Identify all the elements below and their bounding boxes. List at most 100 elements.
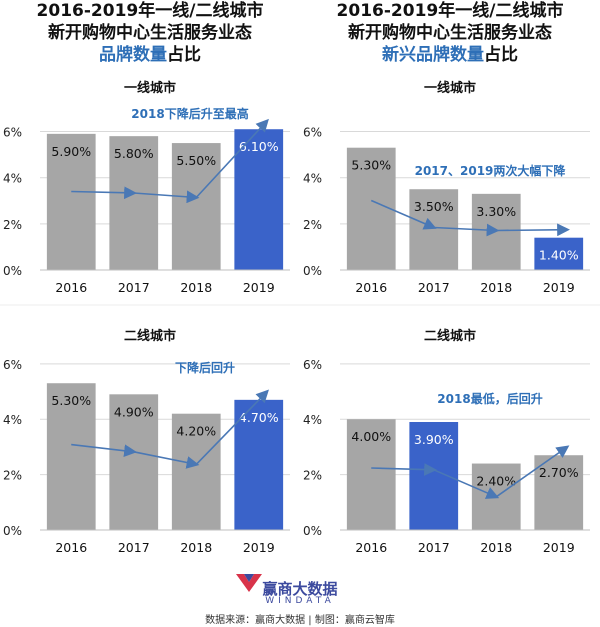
data-label: 3.30% (476, 204, 516, 219)
x-tick-label: 2017 (118, 280, 150, 295)
x-tick-label: 2018 (180, 540, 212, 555)
data-label: 4.00% (351, 429, 391, 444)
bar-2016 (46, 133, 96, 270)
header-left-line1: 2016-2019年一线/二线城市 (36, 1, 264, 21)
bar-2017 (109, 394, 159, 530)
bar-2018 (171, 413, 221, 530)
x-tick-label: 2016 (355, 280, 387, 295)
trend-arrow (433, 223, 500, 237)
data-label: 5.90% (51, 144, 91, 159)
y-tick-label: 2% (303, 218, 322, 232)
data-label: 3.90% (414, 432, 454, 447)
data-label: 5.50% (176, 153, 216, 168)
y-tick-label: 2% (3, 469, 22, 483)
trend-arrow (133, 451, 200, 469)
data-label: 5.80% (114, 146, 154, 161)
bar-2016 (346, 147, 396, 270)
y-tick-label: 4% (3, 413, 22, 427)
chart-panel-4: 二线城市 0% 2% 4% 6% 4.00% 2016 3.90% 2017 2.40% 2018 2… (303, 328, 590, 555)
chart-panel-3: 二线城市 0% 2% 4% 6% 5.30% 2016 4.90% 2017 4.20% 2018 4… (3, 328, 290, 555)
bar-2016 (346, 419, 396, 530)
data-label: 2.70% (539, 465, 579, 480)
x-tick-label: 2016 (55, 280, 87, 295)
header-right: 2016-2019年一线/二线城市 新开购物中心生活服务业态 新兴品牌数量占比 (300, 0, 600, 66)
chart-title: 二线城市 (424, 328, 476, 344)
y-tick-label: 2% (3, 218, 22, 232)
x-tick-label: 2017 (418, 280, 450, 295)
trend-arrow (133, 190, 200, 204)
bar-2016 (46, 383, 96, 530)
trend-arrow (370, 199, 437, 230)
logo-name: 赢商大数据 (262, 580, 338, 598)
y-tick-label: 4% (303, 413, 322, 427)
data-label: 1.40% (539, 248, 579, 263)
data-source: 数据来源：赢商大数据 | 制图：赢商云智库 (205, 615, 395, 626)
chart-title: 一线城市 (424, 80, 476, 96)
data-label: 4.90% (114, 404, 154, 419)
y-tick-label: 0% (3, 524, 22, 538)
trend-arrow (496, 223, 570, 237)
trend-arrow (371, 463, 437, 476)
trend-arrow (195, 389, 269, 465)
x-tick-label: 2018 (480, 280, 512, 295)
chart-title: 一线城市 (124, 80, 176, 96)
y-tick-label: 4% (3, 172, 22, 186)
x-tick-label: 2019 (243, 540, 275, 555)
trend-arrow (495, 445, 570, 498)
data-label: 4.70% (239, 410, 279, 425)
header-left-rest: 占比 (167, 45, 201, 65)
y-tick-label: 6% (303, 358, 322, 372)
x-tick-label: 2016 (55, 540, 87, 555)
y-tick-label: 4% (303, 172, 322, 186)
windata-logo-icon (236, 574, 262, 592)
chart-title: 二线城市 (124, 328, 176, 344)
header-right-accent: 新兴品牌数量 (382, 45, 484, 65)
bar-2018 (171, 143, 221, 270)
chart-annotation: 2018下降后升至最高 (131, 106, 248, 121)
chart-panel-2: 一线城市 0% 2% 4% 6% 5.30% 2016 3.50% 2017 3.30% 2018 1… (303, 80, 590, 295)
y-tick-label: 6% (303, 126, 322, 140)
bar-2017 (109, 136, 159, 270)
y-tick-label: 6% (3, 358, 22, 372)
bar-2019 (234, 129, 284, 270)
x-tick-label: 2016 (355, 540, 387, 555)
header-left-line2: 新开购物中心生活服务业态 (48, 23, 252, 43)
chart-annotation: 2017、2019两次大幅下降 (415, 163, 567, 178)
data-label: 3.50% (414, 199, 454, 214)
bar-2019 (534, 455, 584, 530)
header-right-line2: 新开购物中心生活服务业态 (348, 23, 552, 43)
x-tick-label: 2017 (418, 540, 450, 555)
charts-canvas: 一线城市 0% 2% 4% 6% 5.90% 2016 5.80% 2017 5.50% 2018 6… (0, 80, 600, 555)
x-tick-label: 2019 (543, 280, 575, 295)
data-label: 5.30% (351, 158, 391, 173)
x-tick-label: 2019 (243, 280, 275, 295)
y-tick-label: 0% (3, 264, 22, 278)
header-left-accent: 品牌数量 (99, 45, 167, 65)
y-tick-label: 0% (303, 264, 322, 278)
header-right-line1: 2016-2019年一线/二线城市 (336, 1, 564, 21)
y-tick-label: 0% (303, 524, 322, 538)
chart-annotation: 下降后回升 (175, 360, 235, 375)
chart-annotation: 2018最低，后回升 (437, 391, 542, 406)
header-right-rest: 占比 (484, 45, 518, 65)
bar-2017 (409, 189, 459, 270)
data-label: 5.30% (51, 393, 91, 408)
bar-2019 (234, 399, 284, 530)
header-left: 2016-2019年一线/二线城市 新开购物中心生活服务业态 品牌数量占比 (0, 0, 300, 66)
x-tick-label: 2017 (118, 540, 150, 555)
chart-panel-1: 一线城市 0% 2% 4% 6% 5.90% 2016 5.80% 2017 5.50% 2018 6… (3, 80, 290, 295)
trend-arrow (71, 443, 137, 458)
x-tick-label: 2019 (543, 540, 575, 555)
bar-2019 (534, 237, 584, 270)
data-label: 4.20% (176, 424, 216, 439)
trend-arrow (433, 469, 500, 499)
y-tick-label: 2% (303, 469, 322, 483)
x-tick-label: 2018 (480, 540, 512, 555)
x-tick-label: 2018 (180, 280, 212, 295)
trend-arrow (71, 186, 137, 200)
data-label: 6.10% (239, 139, 279, 154)
data-label: 2.40% (476, 474, 516, 489)
logo-sub: WINDATA (265, 596, 335, 606)
y-tick-label: 6% (3, 126, 22, 140)
trend-arrow (195, 118, 269, 199)
